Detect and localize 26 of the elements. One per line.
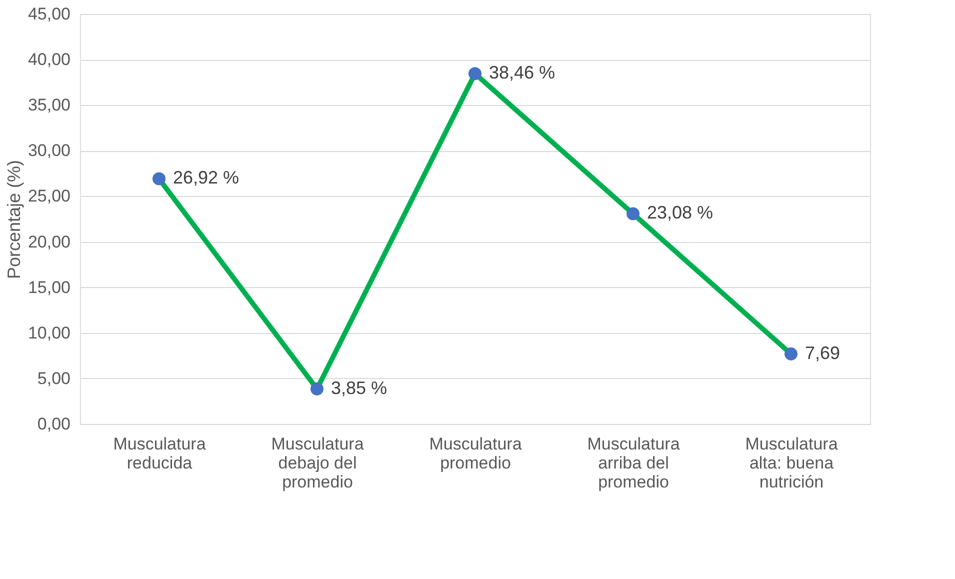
y-tick-label: 30,00 [28, 141, 70, 160]
y-tick-label: 5,00 [37, 368, 70, 388]
point [626, 207, 640, 220]
data-label: 3,85 % [331, 378, 388, 398]
x-tick-label: Musculatura arriba del promedio [587, 434, 680, 492]
y-tick-label: 10,00 [28, 323, 70, 342]
data-label: 23,08 % [647, 202, 714, 223]
point [310, 382, 324, 396]
data-label: 26,92 % [173, 168, 240, 188]
point [784, 347, 798, 360]
y-tick-label: 25,00 [28, 186, 70, 206]
y-axis-title: Porcentaje (%) [4, 160, 24, 280]
x-tick-label: Musculatura promedio [429, 434, 522, 472]
y-tick-label: 35,00 [28, 96, 70, 115]
y-tick-label: 40,00 [28, 50, 70, 70]
y-tick-label: 0,00 [37, 414, 70, 434]
y-tick-label: 45,00 [28, 4, 70, 24]
x-tick-label: Musculatura debajo del promedio [271, 434, 364, 492]
data-label: 7,69 [805, 342, 840, 363]
y-tick-label: 15,00 [28, 278, 70, 297]
data-label: 38,46 % [489, 62, 556, 83]
x-tick-label: Musculatura reducida [113, 434, 206, 472]
x-tick-label: Musculatura alta: buena nutrición [745, 434, 838, 492]
point [468, 67, 482, 80]
point [152, 172, 166, 186]
y-tick-label: 20,00 [28, 232, 70, 252]
